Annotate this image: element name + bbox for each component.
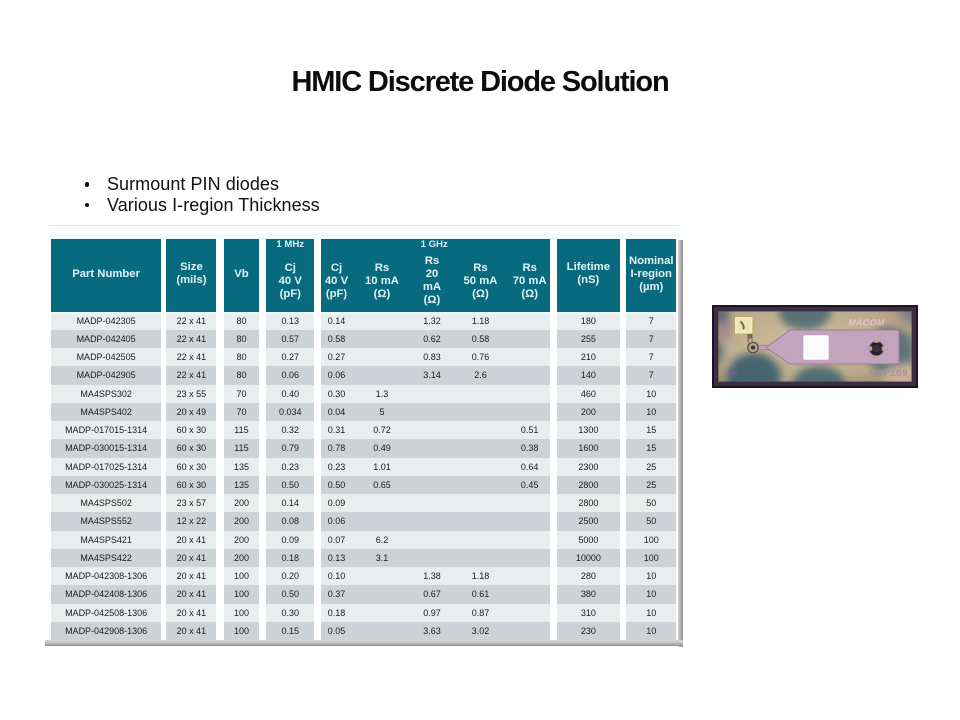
svg-text:MACOM: MACOM [848,318,886,328]
svg-text:M3P109: M3P109 [869,368,908,379]
